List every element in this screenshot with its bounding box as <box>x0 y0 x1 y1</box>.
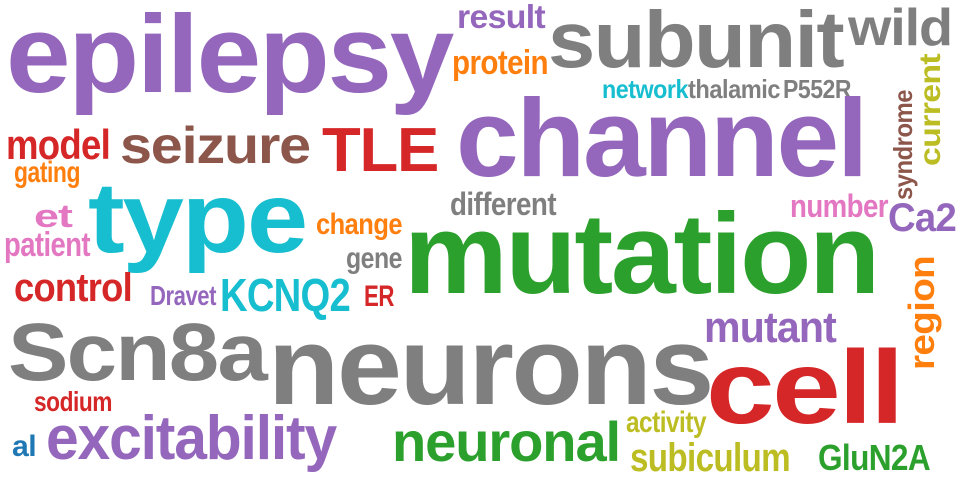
word-result: result <box>457 0 546 35</box>
word-p552r: P552R <box>783 74 852 104</box>
word-neurons: neurons <box>268 305 714 428</box>
word-al: al <box>12 430 37 463</box>
word-tle: TLE <box>322 116 439 185</box>
word-glun2a: GluN2A <box>818 437 931 478</box>
word-ca2: Ca2 <box>888 196 957 240</box>
word-epilepsy: epilepsy <box>6 0 454 116</box>
word-control: control <box>14 266 133 310</box>
word-activity: activity <box>626 406 707 439</box>
word-neuronal: neuronal <box>392 410 621 473</box>
word-cell: cell <box>706 330 904 446</box>
word-model: model <box>6 121 111 168</box>
word-subunit: subunit <box>548 0 845 84</box>
word-kcnq2: KCNQ2 <box>220 269 351 321</box>
word-protein: protein <box>452 44 549 82</box>
word-change: change <box>316 208 403 241</box>
word-et: et <box>34 198 73 234</box>
word-wild: wild <box>848 0 953 57</box>
word-excitability: excitability <box>46 404 337 473</box>
word-network: network <box>602 74 689 104</box>
word-sodium: sodium <box>34 386 113 417</box>
word-current: current <box>914 53 947 166</box>
word-patient: patient <box>4 226 91 264</box>
word-subiculum: subiculum <box>630 436 791 480</box>
word-thalamic: thalamic <box>688 74 781 104</box>
word-region: region <box>901 256 942 370</box>
word-scn8a: Scn8a <box>8 307 268 398</box>
word-gene: gene <box>346 242 403 275</box>
word-mutant: mutant <box>704 303 837 352</box>
word-mutation: mutation <box>404 191 880 318</box>
word-number: number <box>790 188 889 224</box>
word-type: type <box>88 162 308 274</box>
word-seizure: seizure <box>120 117 311 175</box>
word-syndrome: syndrome <box>888 89 918 200</box>
word-gating: gating <box>14 156 81 189</box>
word-channel: channel <box>456 77 868 200</box>
word-different: different <box>450 186 557 222</box>
word-er: ER <box>364 280 395 313</box>
word-dravet: Dravet <box>150 280 217 311</box>
